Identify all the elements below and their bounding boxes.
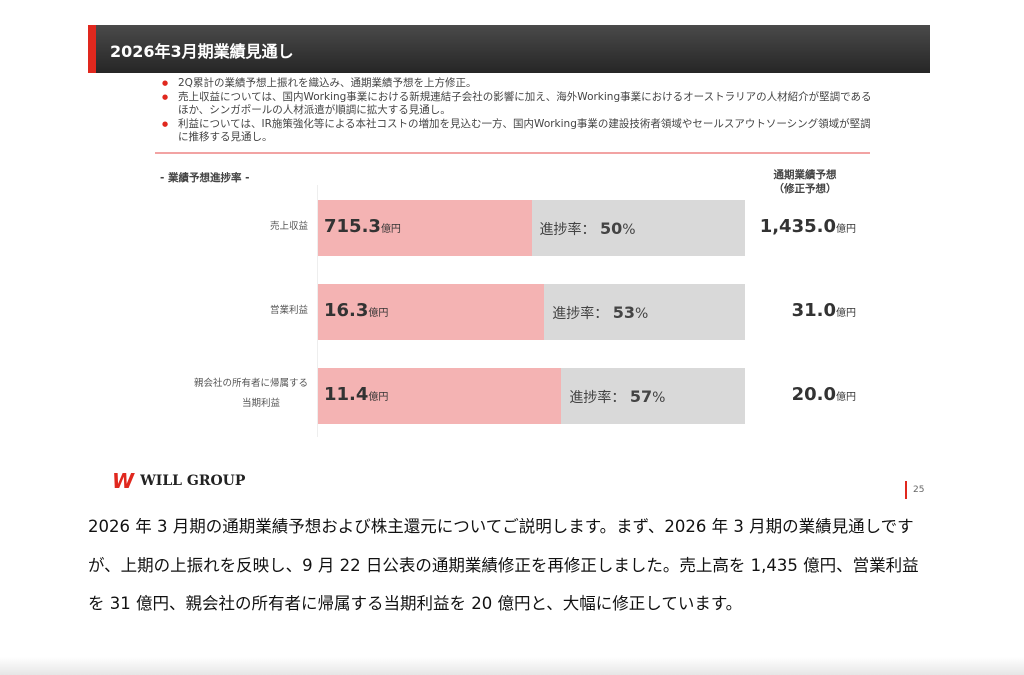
progress-bar: 16.3億円 進捗率： 53% — [318, 284, 745, 340]
row-label-line1: 売上収益 — [269, 221, 308, 232]
slide-header: 2026年3月期業績見通し — [88, 25, 930, 73]
actual-number: 11.4 — [324, 384, 369, 405]
actual-number: 715.3 — [324, 216, 381, 237]
rate-value: 53 — [612, 303, 636, 322]
rate-label: 進捗率： — [539, 222, 596, 238]
logo-text: WILL GROUP — [140, 473, 246, 489]
row-label: 営業利益 — [270, 301, 308, 321]
chart-axis — [317, 185, 318, 437]
progress-rate: 進捗率： 50% — [539, 219, 636, 238]
progress-bar-fill — [318, 284, 545, 340]
logo-mark-icon: W — [112, 469, 135, 493]
progress-bar-fill — [318, 200, 532, 256]
row-label: 売上収益 — [270, 217, 308, 237]
forecast-value: 20.0億円 — [792, 384, 856, 405]
divider — [155, 152, 870, 154]
progress-bar: 715.3億円 進捗率： 50% — [318, 200, 745, 256]
forecast-number: 31.0 — [791, 300, 836, 321]
row-label-line1: 親会社の所有者に帰属する — [193, 378, 308, 389]
will-group-logo: W WILL GROUP — [112, 469, 245, 493]
unit-label: 億円 — [836, 308, 856, 319]
row-label-line1: 営業利益 — [269, 305, 308, 316]
unit-label: 億円 — [368, 392, 389, 403]
header-accent-strip — [88, 25, 96, 73]
bullet-list: 2Q累計の業績予想上振れを織込み、通期業績予想を上方修正。 売上収益については、… — [160, 77, 880, 145]
forecast-number: 1,435.0 — [759, 216, 836, 237]
progress-rate: 進捗率： 57% — [569, 387, 666, 406]
progress-bar: 11.4億円 進捗率： 57% — [318, 368, 745, 424]
unit-label: 億円 — [836, 224, 856, 235]
page-number: 25 — [905, 481, 924, 499]
unit-label: 億円 — [368, 308, 389, 319]
row-label-line2: 当期利益 — [241, 398, 280, 409]
actual-number: 16.3 — [324, 300, 369, 321]
bullet-item: 利益については、IR施策強化等による本社コストの増加を見込む一方、国内Worki… — [160, 118, 880, 145]
forecast-number: 20.0 — [791, 384, 836, 405]
unit-label: 億円 — [836, 392, 856, 403]
forecast-header-line1: 通期業績予想 — [773, 169, 837, 181]
bottom-fade — [0, 657, 1024, 675]
chart-title: - 業績予想進捗率 - — [160, 172, 250, 184]
transcript-paragraph: 2026 年 3 月期の通期業績予想および株主還元についてご説明します。まず、2… — [88, 517, 919, 613]
rate-value: 50 — [599, 219, 623, 238]
progress-bar-fill — [318, 368, 562, 424]
slide-title: 2026年3月期業績見通し — [110, 42, 294, 61]
forecast-header-line2: （修正予想） — [773, 183, 837, 195]
actual-value: 16.3億円 — [324, 300, 388, 321]
forecast-value: 31.0億円 — [792, 300, 856, 321]
bullet-item: 2Q累計の業績予想上振れを織込み、通期業績予想を上方修正。 — [160, 77, 880, 91]
actual-value: 715.3億円 — [324, 216, 401, 237]
actual-value: 11.4億円 — [324, 384, 388, 405]
unit-label: 億円 — [380, 224, 401, 235]
row-label: 親会社の所有者に帰属する当期利益 — [194, 374, 308, 414]
rate-label: 進捗率： — [569, 390, 626, 406]
bullet-item: 売上収益については、国内Working事業における新規連結子会社の影響に加え、海… — [160, 91, 880, 118]
forecast-value: 1,435.0億円 — [760, 216, 856, 237]
progress-rate: 進捗率： 53% — [552, 303, 649, 322]
forecast-header: 通期業績予想 （修正予想） — [760, 168, 850, 196]
rate-label: 進捗率： — [552, 306, 609, 322]
rate-value: 57 — [629, 387, 653, 406]
